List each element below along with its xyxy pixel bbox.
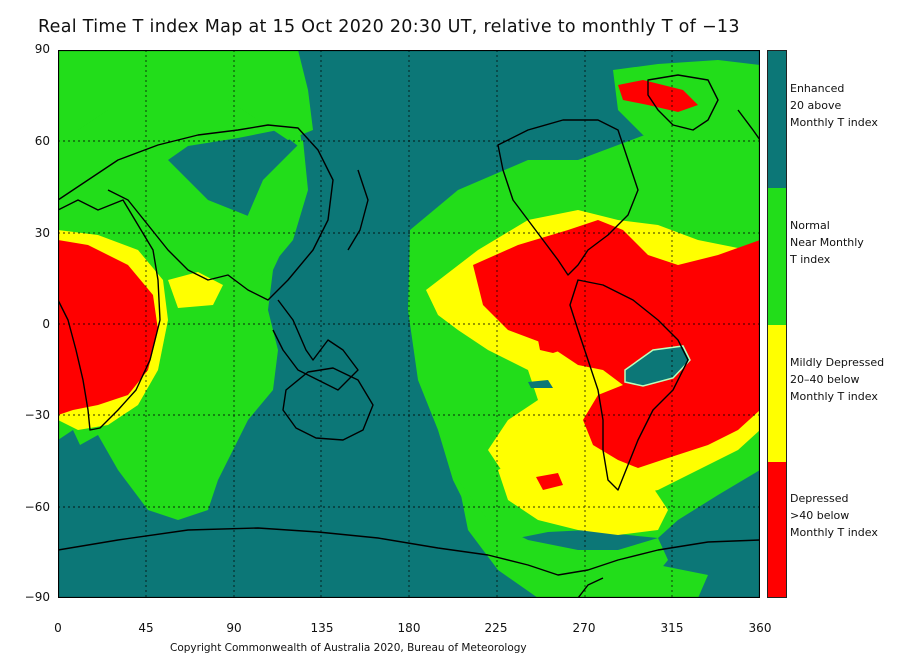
y-tick-label: 60	[34, 134, 50, 148]
coastlines	[58, 74, 760, 598]
map-title: Real Time T index Map at 15 Oct 2020 20:…	[38, 17, 740, 37]
region-depressed-africa	[58, 240, 158, 415]
legend-label-mildly-depressed: Mildly Depressed 20–40 below Monthly T i…	[790, 356, 885, 403]
y-tick-label: 0	[42, 317, 50, 331]
y-tick-label: −90	[24, 590, 50, 604]
legend-swatch-enhanced	[768, 51, 786, 188]
legend-colorbar	[767, 50, 787, 598]
region-normal-eurasia-north	[58, 50, 313, 140]
x-tick-label: 0	[54, 621, 62, 635]
y-tick-label: −30	[24, 408, 50, 422]
legend-label-depressed: Depressed >40 below Monthly T index	[790, 492, 878, 539]
map-border	[58, 50, 760, 598]
x-tick-label: 270	[572, 621, 596, 635]
legend-swatch-mildly-depressed	[768, 325, 786, 462]
region-normal-antarctic-strip	[578, 565, 708, 598]
region-enhanced-south-america-pocket	[624, 345, 691, 387]
legend-swatch-depressed	[768, 462, 786, 597]
copyright-notice: Copyright Commonwealth of Australia 2020…	[170, 642, 527, 654]
region-depressed-north-atlantic	[618, 80, 698, 112]
graticule	[58, 50, 760, 598]
x-tick-label: 360	[748, 621, 772, 635]
region-enhanced-pacific-pocket	[528, 380, 553, 388]
x-tick-label: 135	[310, 621, 334, 635]
region-depressed-pacific-spot	[538, 335, 568, 353]
region-depressed-americas	[473, 220, 760, 468]
t-index-map	[58, 50, 760, 598]
x-tick-label: 180	[397, 621, 421, 635]
y-tick-label: −60	[24, 500, 50, 514]
x-tick-label: 90	[226, 621, 242, 635]
y-tick-label: 90	[34, 42, 50, 56]
x-tick-label: 315	[660, 621, 684, 635]
x-tick-label: 225	[484, 621, 508, 635]
y-tick-label: 30	[34, 226, 50, 240]
region-mild-asia-spot	[168, 272, 223, 308]
region-depressed-south-spot	[536, 473, 563, 490]
legend-label-enhanced: Enhanced 20 above Monthly T index	[790, 82, 878, 129]
x-tick-label: 45	[138, 621, 154, 635]
legend-label-normal: Normal Near Monthly T index	[790, 219, 864, 266]
region-normal-asia-band	[233, 140, 308, 290]
legend-swatch-normal	[768, 188, 786, 325]
